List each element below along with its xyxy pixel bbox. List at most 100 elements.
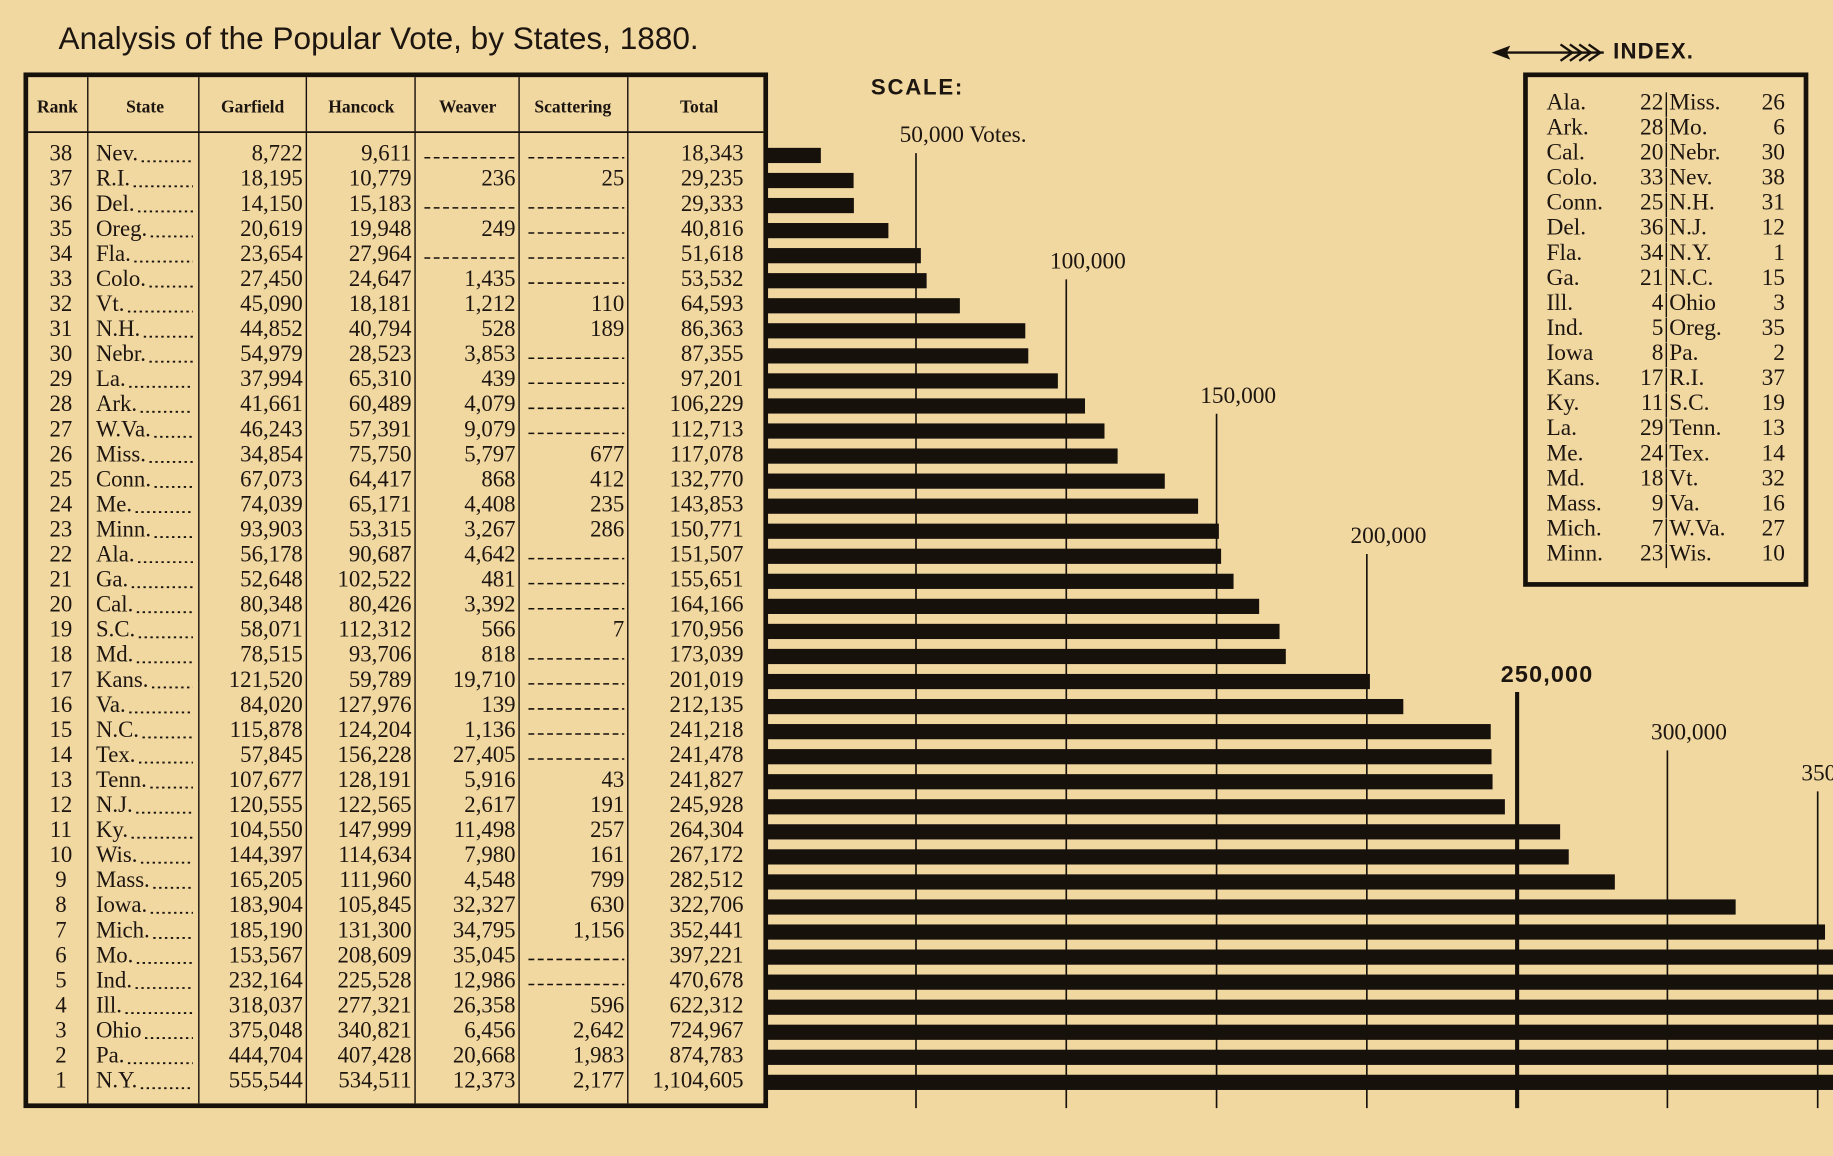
table-cell: 318,037	[229, 992, 303, 1017]
bar	[765, 498, 1199, 514]
table-cell: 23	[50, 516, 73, 541]
bar	[765, 273, 927, 289]
total-cell: 241,478	[669, 742, 743, 767]
table-cell: 6	[55, 942, 66, 967]
table-cell: 43	[602, 767, 625, 792]
table-cell: 3	[55, 1017, 66, 1042]
table-cell: 17	[50, 667, 73, 692]
table-cell: 65,310	[349, 366, 412, 391]
table-cell: 5,916	[464, 767, 515, 792]
total-cell: 64,593	[681, 291, 744, 316]
table-cell: 868	[481, 466, 515, 491]
total-cell: 151,507	[669, 542, 743, 567]
index-state: Pa.	[1669, 340, 1698, 366]
index-rank: 12	[1762, 215, 1785, 241]
column-header: Total	[680, 97, 718, 117]
table-cell: 4,642	[464, 542, 515, 567]
table-cell: 2,617	[464, 792, 515, 817]
table-cell: 35	[50, 216, 73, 241]
table-cell: 9	[55, 867, 66, 892]
x-tick-label: 50,000 Votes.	[900, 122, 1027, 148]
table-cell: 80,348	[240, 592, 303, 617]
index-rank: 22	[1640, 89, 1663, 115]
total-cell: 241,827	[669, 767, 743, 792]
table-cell: 41,661	[240, 391, 303, 416]
table-cell: 249	[481, 216, 515, 241]
state-name: Vt.	[96, 291, 124, 316]
table-cell: 147,999	[338, 817, 412, 842]
index-state: Ky.	[1547, 390, 1580, 416]
table-cell: 10	[50, 842, 73, 867]
table-cell: 24,647	[349, 266, 412, 291]
index-rank: 32	[1762, 465, 1785, 491]
table-cell: 3,392	[464, 592, 515, 617]
table-cell: 156,228	[338, 742, 412, 767]
bar	[765, 1024, 1833, 1040]
bar	[765, 448, 1118, 464]
index-state: Miss.	[1669, 89, 1720, 115]
state-name: Ark.	[96, 391, 137, 416]
table-cell: 15,183	[349, 191, 412, 216]
state-name: Ga.	[96, 567, 128, 592]
table-cell: 64,417	[349, 466, 412, 491]
state-name: Tenn.	[96, 767, 147, 792]
index-state: Colo.	[1547, 165, 1598, 191]
index-state: Cal.	[1547, 140, 1585, 166]
table-cell: 161	[590, 842, 624, 867]
index-rank: 10	[1762, 541, 1785, 567]
state-name: R.I.	[96, 166, 130, 191]
total-cell: 97,201	[681, 366, 744, 391]
index-border	[1523, 72, 1809, 587]
table-cell: 107,677	[229, 767, 303, 792]
table-cell: 27,405	[453, 742, 516, 767]
index-state: Mass.	[1547, 490, 1602, 516]
bar	[765, 147, 821, 164]
index-rank: 19	[1762, 390, 1785, 416]
bar	[765, 573, 1234, 589]
table-cell: 74,039	[240, 491, 303, 516]
table-cell: 14,150	[240, 191, 303, 216]
table-cell: 24	[50, 491, 73, 516]
table-cell: 16	[50, 692, 73, 717]
state-name: Ill.	[96, 992, 122, 1017]
total-cell: 87,355	[681, 341, 744, 366]
table-cell: 2	[55, 1043, 66, 1068]
table-cell: 30	[50, 341, 73, 366]
table-cell: 34,795	[453, 917, 516, 942]
table-cell: 189	[590, 316, 624, 341]
state-name: Mich.	[96, 917, 150, 942]
index-state: Md.	[1547, 465, 1585, 491]
index-state: Mo.	[1669, 114, 1707, 140]
state-name: Iowa.	[96, 892, 147, 917]
table-cell: 566	[481, 617, 515, 642]
index-rank: 1	[1773, 240, 1785, 266]
table-cell: 31	[50, 316, 73, 341]
index-state: N.C.	[1669, 265, 1713, 291]
table-cell: 277,321	[338, 992, 412, 1017]
bar	[765, 974, 1833, 990]
column-header: Hancock	[328, 97, 394, 117]
state-name: Cal.	[96, 592, 133, 617]
table-cell: 46,243	[240, 416, 303, 441]
total-cell: 112,713	[670, 416, 743, 441]
table-cell: 115,878	[230, 717, 303, 742]
total-cell: 201,019	[669, 667, 743, 692]
table-cell: 5,797	[464, 441, 515, 466]
state-name: Conn.	[96, 466, 151, 491]
index-state: Ohio	[1669, 290, 1716, 316]
column-header: Garfield	[221, 97, 284, 117]
table-cell: 128,191	[338, 767, 412, 792]
table-cell: 818	[481, 642, 515, 667]
bar	[765, 949, 1833, 965]
state-name: Nev.	[96, 141, 138, 166]
index-rank: 34	[1640, 240, 1664, 266]
table-cell: 12,986	[453, 967, 516, 992]
table-cell: 5	[55, 967, 66, 992]
index-state: Iowa	[1547, 340, 1594, 366]
index-rank: 17	[1640, 365, 1663, 391]
index-state: R.I.	[1669, 365, 1704, 391]
bar	[765, 373, 1058, 389]
total-cell: 245,928	[669, 792, 743, 817]
